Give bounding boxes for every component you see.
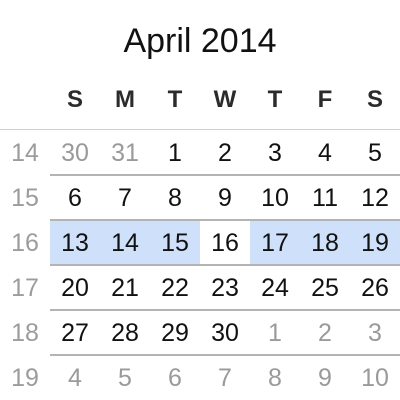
weekday-label: W xyxy=(213,86,237,113)
weekday-label: T xyxy=(167,86,183,113)
day-cell-selected[interactable]: 13 xyxy=(61,229,89,257)
day-cell[interactable]: 1 xyxy=(168,139,182,167)
week-divider xyxy=(50,264,400,266)
day-cell[interactable]: 20 xyxy=(61,274,89,302)
day-cell[interactable]: 2 xyxy=(318,319,332,347)
day-cell[interactable]: 26 xyxy=(361,274,389,302)
selected-range-highlight xyxy=(250,221,400,265)
day-cell[interactable]: 10 xyxy=(261,184,289,212)
day-cell-selected[interactable]: 17 xyxy=(261,229,289,257)
day-cell[interactable]: 3 xyxy=(268,139,282,167)
week-number: 18 xyxy=(11,319,39,347)
day-cell[interactable]: 30 xyxy=(61,139,89,167)
day-cell[interactable]: 1 xyxy=(268,319,282,347)
day-cell[interactable]: 7 xyxy=(218,364,232,392)
day-cell-selected[interactable]: 18 xyxy=(311,229,339,257)
day-cell[interactable]: 22 xyxy=(161,274,189,302)
day-cell-selected[interactable]: 14 xyxy=(111,229,139,257)
week-divider xyxy=(50,219,400,221)
weekday-label: M xyxy=(115,86,135,113)
day-cell[interactable]: 6 xyxy=(168,364,182,392)
month-title: April 2014 xyxy=(123,22,277,60)
week-number: 19 xyxy=(11,364,39,392)
day-cell[interactable]: 28 xyxy=(111,319,139,347)
week-number: 15 xyxy=(11,184,39,212)
day-cell[interactable]: 16 xyxy=(211,229,239,257)
day-cell[interactable]: 23 xyxy=(211,274,239,302)
weekday-label: T xyxy=(267,86,283,113)
day-cell[interactable]: 30 xyxy=(211,319,239,347)
week-divider xyxy=(50,174,400,176)
day-cell[interactable]: 12 xyxy=(361,184,389,212)
day-cell[interactable]: 31 xyxy=(111,139,139,167)
weekday-label: S xyxy=(66,86,83,113)
day-cell-selected[interactable]: 15 xyxy=(161,229,189,257)
day-cell[interactable]: 8 xyxy=(168,184,182,212)
day-cell[interactable]: 27 xyxy=(61,319,89,347)
day-cell[interactable]: 9 xyxy=(218,184,232,212)
week-divider xyxy=(0,129,400,130)
day-cell[interactable]: 3 xyxy=(368,319,382,347)
day-cell[interactable]: 4 xyxy=(68,364,82,392)
day-cell[interactable]: 9 xyxy=(318,364,332,392)
day-cell[interactable]: 5 xyxy=(368,139,382,167)
week-number: 17 xyxy=(11,274,39,302)
day-cell[interactable]: 10 xyxy=(361,364,389,392)
week-divider xyxy=(50,309,400,311)
week-divider xyxy=(50,354,400,356)
day-cell[interactable]: 8 xyxy=(268,364,282,392)
day-cell[interactable]: 21 xyxy=(111,274,139,302)
day-cell[interactable]: 11 xyxy=(312,184,338,212)
day-cell[interactable]: 25 xyxy=(311,274,339,302)
weekday-label: S xyxy=(366,86,383,113)
selected-range-highlight xyxy=(50,221,200,265)
day-cell[interactable]: 7 xyxy=(118,184,132,212)
day-cell[interactable]: 6 xyxy=(68,184,82,212)
day-cell[interactable]: 29 xyxy=(161,319,189,347)
day-cell[interactable]: 2 xyxy=(218,139,232,167)
week-number: 14 xyxy=(11,139,39,167)
day-cell-selected[interactable]: 19 xyxy=(361,229,389,257)
day-cell[interactable]: 5 xyxy=(118,364,132,392)
weekday-label: F xyxy=(317,86,333,113)
week-number: 16 xyxy=(11,229,39,257)
day-cell[interactable]: 24 xyxy=(261,274,289,302)
day-cell[interactable]: 4 xyxy=(318,139,332,167)
